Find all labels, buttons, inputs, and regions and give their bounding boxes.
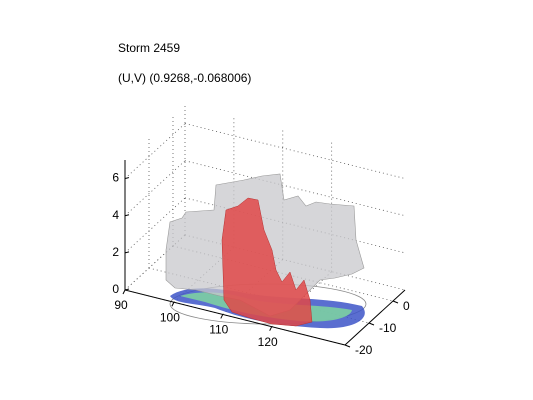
x-tick [220, 314, 224, 319]
x-tick-label: 90 [114, 298, 128, 312]
x-tick [122, 289, 126, 295]
z-tick-label: 0 [112, 282, 119, 296]
grid-line [184, 123, 406, 179]
grid-line [184, 234, 406, 291]
x-tick-label: 100 [160, 310, 180, 324]
y-tick [344, 344, 351, 348]
chart-subtitle: (U,V) (0.9268,-0.068006) [118, 71, 251, 85]
y-tick-label: 0 [403, 299, 410, 313]
z-tick-label: 2 [112, 245, 119, 259]
grid-line [124, 197, 186, 254]
x-tick-label: 120 [258, 335, 278, 349]
x-tick-label: 110 [209, 323, 228, 337]
x-axis [124, 289, 346, 346]
z-tick [124, 288, 130, 291]
inner-isosurface [221, 197, 313, 327]
z-tick [124, 177, 130, 180]
y-tick [368, 322, 375, 326]
grid-line [172, 245, 394, 302]
grid-line [124, 234, 186, 291]
x-tick [171, 301, 175, 307]
z-tick-label: 4 [112, 208, 119, 222]
grid-line [124, 123, 186, 179]
axes: 90 100 110 120 -20 -10 0 0 2 4 6 [112, 160, 410, 357]
grid-line [184, 197, 406, 254]
y-axis [344, 289, 406, 346]
z-tick [124, 214, 130, 217]
grid-line [184, 160, 406, 217]
y-tick-label: -10 [379, 321, 397, 335]
z-tick [124, 251, 130, 254]
z-tick-label: 6 [112, 171, 119, 185]
chart-title: Storm 2459 [118, 41, 180, 55]
y-tick-label: -20 [355, 343, 373, 357]
x-tick [269, 326, 273, 331]
isosurfaces [165, 173, 367, 329]
y-tick [392, 300, 399, 304]
grid-line [124, 160, 186, 217]
